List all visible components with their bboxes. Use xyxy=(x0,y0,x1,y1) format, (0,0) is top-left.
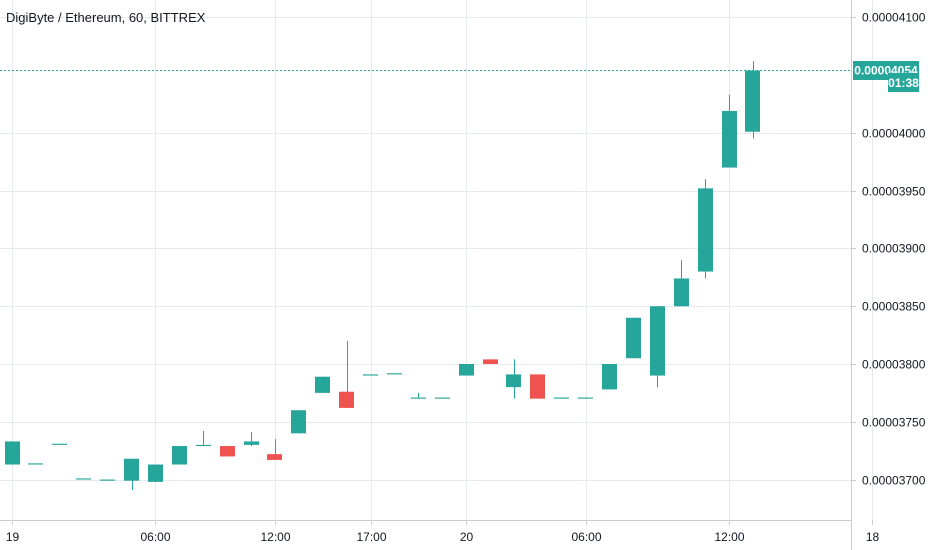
time-axis[interactable]: 19 06:00 12:00 17:00 20 06:00 12:00 18 xyxy=(6,520,880,544)
candle xyxy=(602,364,617,390)
candle xyxy=(459,364,474,376)
time-tick-label: 06:00 xyxy=(140,530,170,544)
price-tick-label: 0.00003950 xyxy=(862,185,926,199)
candle-body xyxy=(244,441,259,445)
candle xyxy=(267,439,282,460)
candle-body xyxy=(483,359,498,364)
candle-body xyxy=(698,188,713,272)
price-tick-label: 0.00004100 xyxy=(862,11,926,25)
candle-body xyxy=(411,397,426,399)
price-tick-label: 0.00003700 xyxy=(862,474,926,488)
candle xyxy=(554,397,569,399)
time-tick-label: 18 xyxy=(866,530,880,544)
candle-body xyxy=(76,478,91,480)
candle xyxy=(124,458,139,490)
candle xyxy=(172,446,187,465)
candle-body xyxy=(196,444,211,447)
candle-body xyxy=(722,110,737,168)
candle-body xyxy=(459,364,474,376)
candle xyxy=(698,179,713,279)
candle xyxy=(5,441,20,465)
candle xyxy=(363,374,378,376)
candle-body xyxy=(387,373,402,375)
grid-lines xyxy=(0,0,873,520)
chart-title: DigiByte / Ethereum, 60, BITTREX xyxy=(6,10,206,25)
candle-body xyxy=(148,464,163,482)
candle-body xyxy=(339,391,354,408)
candle xyxy=(483,359,498,364)
candle xyxy=(674,260,689,307)
candle xyxy=(52,443,67,445)
candle-body xyxy=(650,306,665,376)
candle-body xyxy=(267,454,282,460)
time-tick-label: 06:00 xyxy=(571,530,601,544)
candle-body xyxy=(315,376,330,393)
time-tick-label: 20 xyxy=(460,530,474,544)
candle-body xyxy=(28,463,43,465)
candle xyxy=(722,94,737,168)
candle-body xyxy=(5,441,20,465)
time-tick-label: 12:00 xyxy=(260,530,290,544)
price-tick-label: 0.00003900 xyxy=(862,242,926,256)
candle-body xyxy=(674,278,689,307)
candle-body xyxy=(124,458,139,481)
candle xyxy=(100,479,115,481)
candle xyxy=(650,306,665,388)
candle-body xyxy=(530,374,545,399)
candle xyxy=(578,397,593,399)
candle xyxy=(315,376,330,393)
candle xyxy=(745,61,760,139)
candle xyxy=(244,432,259,447)
candle-body xyxy=(220,446,235,457)
candle xyxy=(28,463,43,465)
candle xyxy=(411,392,426,399)
candle-body xyxy=(52,443,67,445)
candle-body xyxy=(578,397,593,399)
candle-body xyxy=(435,397,450,399)
candle xyxy=(339,340,354,408)
candle xyxy=(387,373,402,375)
candle xyxy=(196,431,211,447)
countdown-badge-bg xyxy=(888,73,919,92)
candle-body xyxy=(291,410,306,434)
time-tick-label: 19 xyxy=(6,530,20,544)
candle xyxy=(220,446,235,457)
price-tick-label: 0.00003850 xyxy=(862,300,926,314)
candle-body xyxy=(626,317,641,359)
countdown-label: 01:38 xyxy=(888,76,919,90)
candle xyxy=(291,410,306,434)
price-tick-label: 0.00004000 xyxy=(862,127,926,141)
time-tick-label: 12:00 xyxy=(714,530,744,544)
candle xyxy=(76,478,91,480)
candle xyxy=(435,397,450,399)
candle-body xyxy=(602,364,617,390)
candle-body xyxy=(745,70,760,132)
price-axis[interactable]: 0.00004100 0.00004000 0.00003950 0.00003900… xyxy=(851,11,926,488)
time-tick-label: 17:00 xyxy=(356,530,386,544)
candle-body xyxy=(363,374,378,376)
candle-body xyxy=(100,479,115,481)
bar-countdown-badge: 01:38 xyxy=(888,73,919,92)
candle-body xyxy=(172,446,187,465)
candle-body xyxy=(506,374,521,388)
price-tick-label: 0.00003750 xyxy=(862,416,926,430)
candle xyxy=(148,464,163,482)
price-tick-label: 0.00003800 xyxy=(862,358,926,372)
candles xyxy=(5,61,760,490)
candle xyxy=(506,359,521,399)
candle xyxy=(626,317,641,359)
candle-body xyxy=(554,397,569,399)
candle xyxy=(530,374,545,399)
